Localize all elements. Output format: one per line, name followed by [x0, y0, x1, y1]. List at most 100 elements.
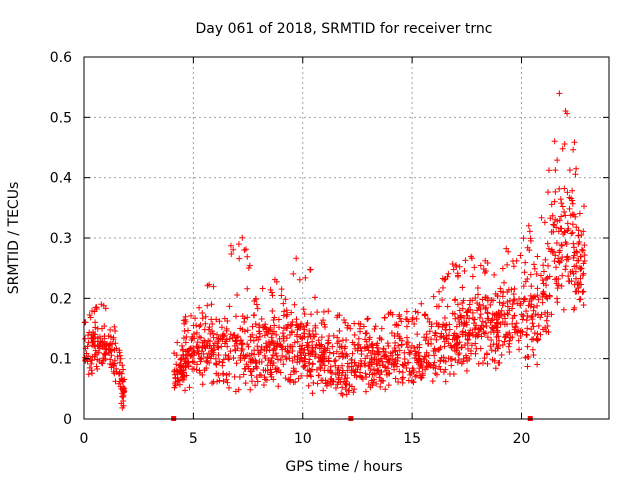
data-point: [544, 313, 551, 320]
data-point: [328, 381, 335, 388]
data-point: [571, 281, 578, 288]
data-point: [424, 315, 431, 322]
data-point: [393, 321, 400, 328]
data-point: [84, 343, 91, 350]
data-point: [522, 259, 529, 266]
data-point: [529, 346, 536, 353]
data-point: [527, 303, 534, 310]
data-point: [277, 369, 284, 376]
data-point: [225, 355, 232, 362]
data-point: [493, 341, 500, 348]
data-point: [107, 326, 114, 333]
data-point: [452, 347, 459, 354]
data-point: [581, 203, 588, 210]
data-point: [561, 229, 568, 236]
data-point: [465, 306, 472, 313]
data-point: [530, 304, 537, 311]
data-point: [566, 277, 573, 284]
data-point: [218, 343, 225, 350]
data-point: [182, 339, 189, 346]
data-point: [99, 338, 106, 345]
data-point: [562, 239, 569, 246]
data-point: [422, 337, 429, 344]
data-point: [573, 165, 580, 172]
data-point: [86, 311, 93, 318]
data-point: [91, 338, 98, 345]
data-point: [553, 275, 560, 282]
data-point: [454, 301, 461, 308]
data-point: [82, 356, 89, 363]
data-point: [552, 188, 559, 195]
data-point: [287, 376, 294, 383]
data-point: [172, 382, 179, 389]
data-point: [311, 294, 318, 301]
data-point: [383, 371, 390, 378]
data-point: [506, 329, 513, 336]
y-tick-labels: 0 0.1 0.2 0.3 0.4 0.5 0.6: [50, 50, 72, 428]
data-point: [335, 366, 342, 373]
data-point: [99, 360, 106, 367]
data-point: [492, 311, 499, 318]
data-point: [556, 217, 563, 224]
data-point: [505, 248, 512, 255]
data-point: [375, 358, 382, 365]
data-point: [85, 339, 92, 346]
data-point: [254, 343, 261, 350]
data-point: [413, 372, 420, 379]
data-point: [301, 311, 308, 318]
data-point: [309, 360, 316, 367]
data-point: [197, 358, 204, 365]
data-point: [267, 324, 274, 331]
data-point: [353, 373, 360, 380]
data-point: [382, 348, 389, 355]
data-point: [474, 307, 481, 314]
data-point: [456, 350, 463, 357]
data-point: [407, 371, 414, 378]
data-point: [479, 318, 486, 325]
data-point: [499, 293, 506, 300]
data-point: [468, 342, 475, 349]
data-point: [179, 369, 186, 376]
data-point: [345, 363, 352, 370]
data-point: [321, 345, 328, 352]
data-point: [477, 345, 484, 352]
data-point: [572, 268, 579, 275]
data-point: [441, 315, 448, 322]
data-point: [293, 321, 300, 328]
data-point: [396, 313, 403, 320]
data-point: [102, 345, 109, 352]
data-point: [185, 359, 192, 366]
x-axis-label: GPS time / hours: [285, 459, 402, 475]
data-point: [111, 323, 118, 330]
data-point: [506, 337, 513, 344]
data-point: [399, 369, 406, 376]
data-point: [301, 326, 308, 333]
y-tick-label: 0.1: [50, 352, 72, 368]
data-point: [365, 380, 372, 387]
data-point: [184, 347, 191, 354]
data-point: [431, 352, 438, 359]
data-point: [335, 338, 342, 345]
data-point: [403, 334, 410, 341]
data-point: [286, 355, 293, 362]
data-point: [177, 356, 184, 363]
data-point: [192, 315, 199, 322]
data-point: [247, 386, 254, 393]
data-point: [548, 311, 555, 318]
data-point: [542, 256, 549, 263]
data-point: [196, 344, 203, 351]
data-point: [568, 230, 575, 237]
data-point: [373, 380, 380, 387]
data-point: [439, 296, 446, 303]
data-point: [107, 347, 114, 354]
data-point: [416, 352, 423, 359]
data-point: [318, 320, 325, 327]
data-point: [193, 343, 200, 350]
x-tick-label: 10: [294, 431, 312, 447]
data-point: [118, 370, 125, 377]
data-point: [570, 244, 577, 251]
data-point: [259, 285, 266, 292]
data-point: [232, 347, 239, 354]
data-point: [446, 321, 453, 328]
